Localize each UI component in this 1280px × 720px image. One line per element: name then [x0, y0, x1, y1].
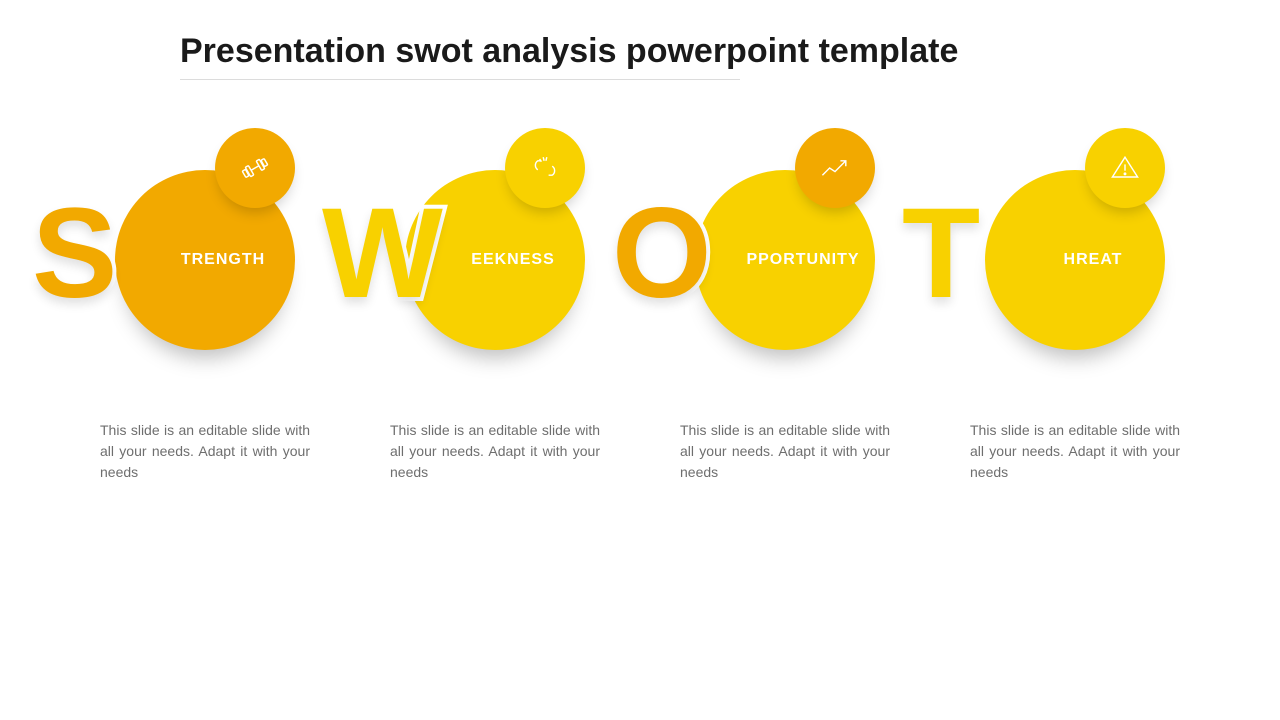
slide-title: Presentation swot analysis powerpoint te…: [0, 0, 1280, 79]
weakness-letter: W: [322, 190, 443, 318]
dumbbell-icon: [237, 150, 273, 186]
opportunity-body: This slide is an editable slide with all…: [660, 420, 910, 483]
arrow-up-icon: [817, 150, 853, 186]
swot-item-weakness: EEKNESS W: [370, 170, 620, 350]
weakness-label: EEKNESS: [471, 251, 554, 269]
threat-label: HREAT: [1064, 251, 1123, 269]
opportunity-icon-circle: [795, 128, 875, 208]
threat-icon-circle: [1085, 128, 1165, 208]
warning-icon: [1107, 150, 1143, 186]
opportunity-letter: O: [612, 190, 712, 318]
strength-circle: TRENGTH: [115, 170, 295, 350]
opportunity-circle: PPORTUNITY: [695, 170, 875, 350]
title-underline: [180, 79, 740, 80]
threat-circle: HREAT: [985, 170, 1165, 350]
strength-label: TRENGTH: [181, 251, 265, 269]
broken-link-icon: [527, 150, 563, 186]
threat-body: This slide is an editable slide with all…: [950, 420, 1200, 483]
opportunity-label: PPORTUNITY: [746, 251, 859, 269]
weakness-body: This slide is an editable slide with all…: [370, 420, 620, 483]
swot-item-threat: HREAT T: [950, 170, 1200, 350]
strength-icon-circle: [215, 128, 295, 208]
swot-item-opportunity: PPORTUNITY O: [660, 170, 910, 350]
body-text-row: This slide is an editable slide with all…: [0, 420, 1280, 483]
swot-item-strength: TRENGTH S: [80, 170, 330, 350]
swot-row: TRENGTH S EEKNESS W: [0, 170, 1280, 350]
weakness-icon-circle: [505, 128, 585, 208]
strength-letter: S: [32, 190, 117, 318]
threat-letter: T: [902, 190, 980, 318]
strength-body: This slide is an editable slide with all…: [80, 420, 330, 483]
